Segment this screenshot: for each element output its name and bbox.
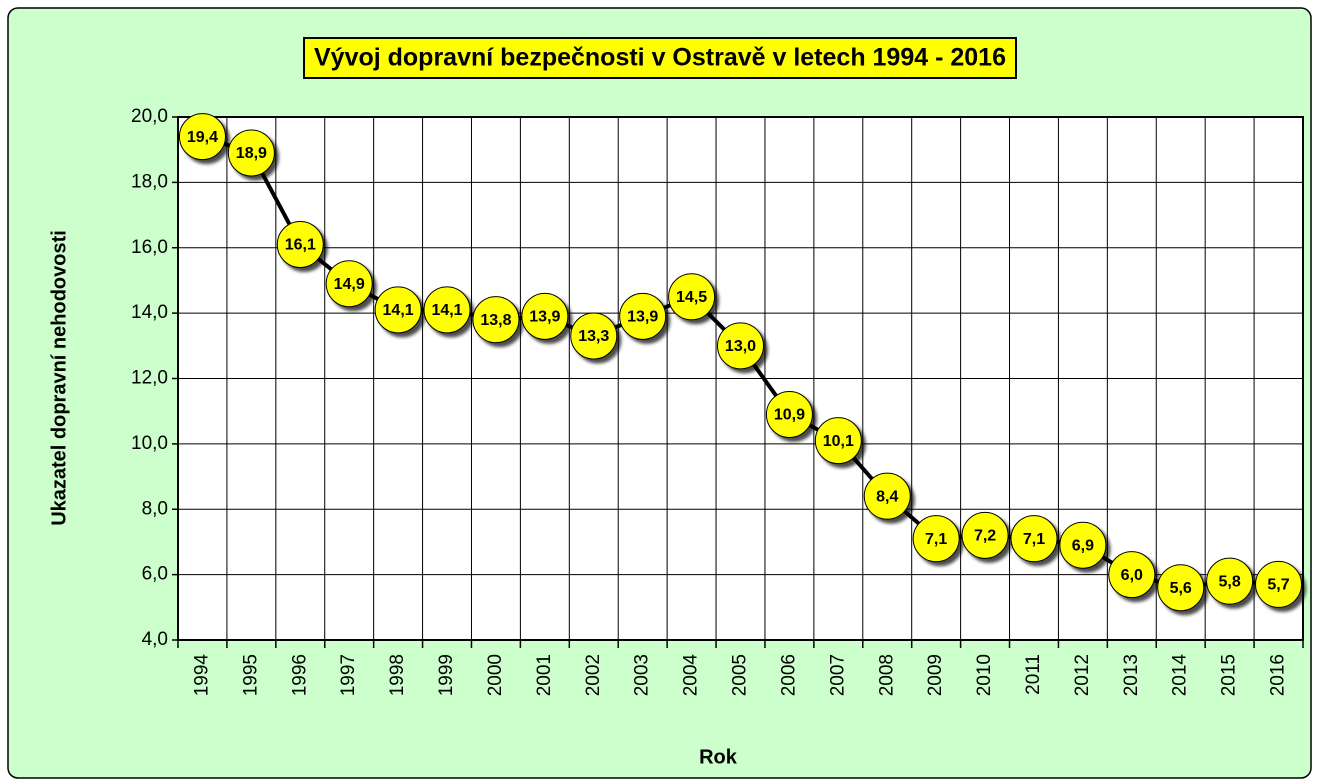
data-label: 19,4 (187, 129, 218, 146)
x-tick-label: 2008 (876, 654, 897, 696)
x-tick-label: 2006 (778, 654, 799, 696)
x-tick-label: 2011 (1023, 654, 1044, 695)
marker (178, 113, 226, 161)
x-tick-label: 2016 (1268, 654, 1289, 696)
x-tick-label: 2004 (681, 654, 702, 697)
x-tick-label: 2015 (1219, 654, 1240, 696)
x-tick-label: 2005 (730, 654, 751, 696)
x-tick-label: 2014 (1170, 654, 1191, 697)
data-label: 13,8 (480, 312, 511, 329)
data-label: 13,0 (725, 338, 756, 355)
marker (1157, 564, 1205, 612)
data-label: 13,9 (627, 309, 658, 326)
marker (276, 220, 324, 268)
x-tick-label: 1998 (387, 654, 408, 696)
data-label: 5,6 (1170, 580, 1192, 597)
data-label: 6,0 (1121, 567, 1143, 584)
data-label: 5,7 (1267, 577, 1289, 594)
marker (863, 472, 911, 520)
marker (1108, 551, 1156, 599)
marker (227, 129, 275, 177)
x-tick-label: 2002 (583, 654, 604, 696)
marker (765, 390, 813, 438)
y-tick-label: 14,0 (131, 302, 168, 323)
y-axis-title: Ukazatel dopravní nehodovosti (48, 230, 70, 526)
x-tick-label: 1995 (240, 654, 261, 696)
marker (1059, 521, 1107, 569)
y-tick-label: 6,0 (142, 564, 168, 585)
x-tick-label: 2007 (827, 654, 848, 696)
data-label: 14,1 (431, 302, 462, 319)
y-tick-label: 16,0 (131, 237, 168, 258)
data-label: 14,5 (676, 289, 707, 306)
data-label: 14,1 (383, 302, 414, 319)
data-label: 7,2 (974, 528, 996, 545)
marker (668, 273, 716, 321)
marker (1206, 557, 1254, 605)
title-box (303, 37, 1017, 79)
x-tick-label: 2001 (534, 654, 555, 696)
x-tick-label: 1999 (436, 654, 457, 696)
data-label: 14,9 (334, 276, 365, 293)
marker (325, 260, 373, 308)
data-label: 7,1 (1023, 531, 1045, 548)
data-label: 8,4 (876, 488, 898, 505)
data-label: 10,1 (823, 433, 854, 450)
x-axis-title: Rok (699, 746, 738, 768)
marker (717, 322, 764, 370)
data-label: 13,9 (529, 309, 560, 326)
data-label: 7,1 (925, 531, 947, 548)
data-label: 5,8 (1219, 573, 1241, 590)
marker (619, 292, 667, 340)
marker (472, 296, 520, 344)
marker (814, 417, 862, 465)
marker (570, 312, 618, 360)
x-tick-label: 2010 (974, 654, 995, 696)
marker (521, 292, 569, 340)
x-tick-label: 1994 (191, 654, 212, 697)
data-label: 13,3 (578, 328, 609, 345)
y-tick-label: 10,0 (131, 433, 168, 454)
marker (1255, 560, 1303, 608)
marker (423, 286, 471, 334)
x-tick-label: 2000 (485, 654, 506, 696)
y-tick-label: 8,0 (142, 498, 168, 519)
data-label: 6,9 (1072, 537, 1094, 554)
chart-title: Vývoj dopravní bezpečnosti v Ostravě v l… (314, 44, 1006, 72)
marker (912, 515, 960, 563)
x-tick-label: 2012 (1072, 654, 1093, 696)
marker (1010, 515, 1058, 563)
y-tick-label: 4,0 (142, 629, 168, 650)
x-tick-label: 1996 (289, 654, 310, 696)
marker (961, 511, 1009, 559)
data-label: 18,9 (236, 145, 267, 162)
marker (374, 286, 422, 334)
x-tick-label: 2003 (632, 654, 653, 696)
x-tick-label: 1997 (338, 654, 359, 696)
x-tick-label: 2013 (1121, 654, 1142, 696)
x-tick-label: 2009 (925, 654, 946, 696)
y-tick-label: 20,0 (131, 106, 168, 127)
data-label: 16,1 (285, 237, 316, 254)
y-tick-label: 18,0 (131, 171, 168, 192)
data-label: 10,9 (774, 407, 805, 424)
y-tick-label: 12,0 (131, 368, 168, 389)
